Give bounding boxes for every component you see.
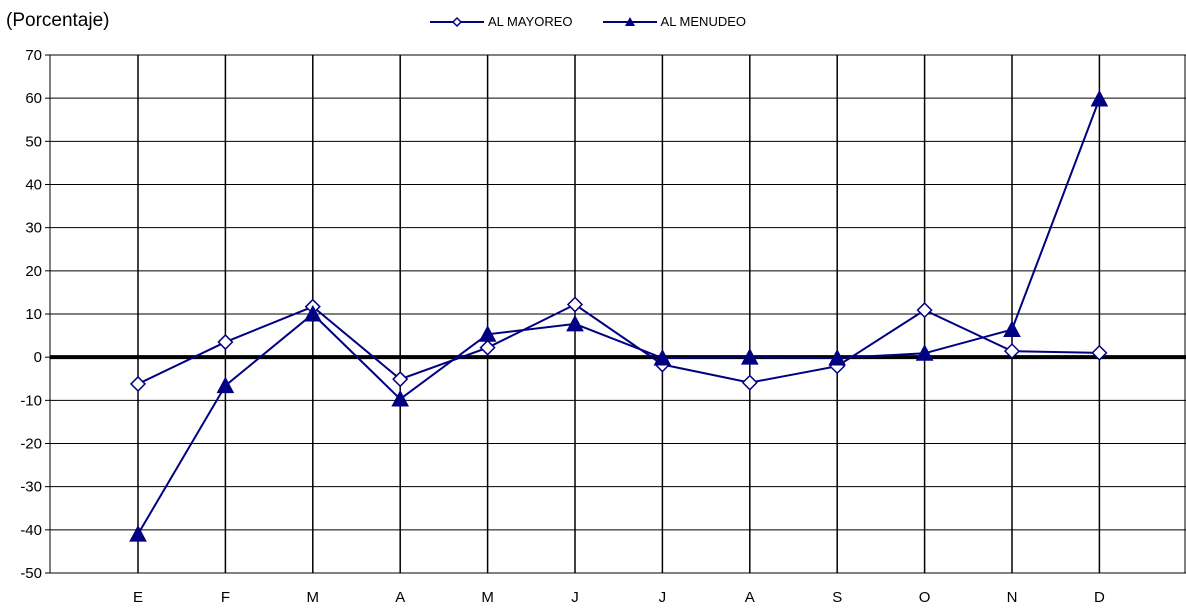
data-point-menudeo: [1003, 320, 1021, 338]
data-point-mayoreo: [741, 374, 758, 391]
legend-label-mayoreo: AL MAYOREO: [488, 14, 573, 29]
data-point-menudeo: [303, 304, 322, 322]
x-tick-label: J: [659, 589, 667, 606]
data-point-mayoreo: [1091, 344, 1108, 361]
y-tick-label: 20: [25, 263, 42, 280]
x-tick-label: N: [1007, 589, 1018, 606]
data-point-mayoreo: [566, 296, 584, 313]
series-line-menudeo: [137, 98, 1101, 535]
data-point-mayoreo: [217, 333, 234, 351]
data-point-menudeo: [653, 348, 672, 366]
legend-label-menudeo: AL MENUDEO: [660, 14, 747, 29]
y-tick-label: 40: [25, 177, 42, 194]
x-tick-label: A: [745, 589, 755, 606]
legend-diamond-marker-icon: [430, 16, 484, 27]
data-point-menudeo: [216, 376, 235, 394]
x-tick-label: S: [832, 589, 842, 606]
data-point-mayoreo: [1003, 343, 1021, 360]
y-tick-label: -50: [20, 565, 42, 582]
data-point-menudeo: [828, 348, 847, 366]
data-point-mayoreo: [479, 339, 496, 356]
data-point-menudeo: [915, 344, 934, 361]
series-line-mayoreo: [137, 303, 1100, 385]
x-tick-label: O: [919, 589, 931, 606]
data-point-menudeo: [391, 389, 410, 407]
data-point-mayoreo: [916, 302, 933, 319]
data-point-menudeo: [478, 325, 497, 342]
y-tick-label: 50: [25, 133, 42, 150]
y-tick-label: -10: [20, 392, 42, 409]
data-point-mayoreo: [129, 375, 147, 392]
y-tick-label: 10: [25, 306, 42, 323]
y-tick-label: -30: [20, 479, 42, 496]
data-point-menudeo: [1090, 89, 1109, 107]
data-point-mayoreo: [392, 371, 409, 388]
data-point-menudeo: [566, 314, 584, 332]
x-tick-label: A: [395, 589, 405, 606]
y-tick-label: 0: [34, 349, 42, 366]
legend-triangle-marker-icon: [602, 16, 657, 26]
y-tick-label: -20: [20, 436, 42, 453]
unit-label: (Porcentaje): [6, 10, 110, 31]
x-tick-label: E: [133, 589, 143, 606]
y-tick-label: -40: [20, 522, 42, 539]
data-point-menudeo: [740, 348, 759, 365]
data-point-menudeo: [129, 525, 147, 542]
legend-item-mayoreo: AL MAYOREO: [430, 14, 573, 29]
legend: AL MAYOREO AL MENUDEO: [430, 14, 776, 29]
x-tick-label: F: [221, 589, 230, 606]
legend-item-menudeo: AL MENUDEO: [602, 14, 747, 29]
y-tick-label: 60: [25, 90, 42, 107]
x-tick-label: D: [1094, 589, 1105, 606]
y-tick-label: 30: [25, 220, 42, 237]
y-tick-label: 70: [25, 47, 42, 64]
x-tick-label: J: [571, 589, 579, 606]
x-tick-label: M: [307, 589, 320, 606]
x-tick-label: M: [481, 589, 494, 606]
